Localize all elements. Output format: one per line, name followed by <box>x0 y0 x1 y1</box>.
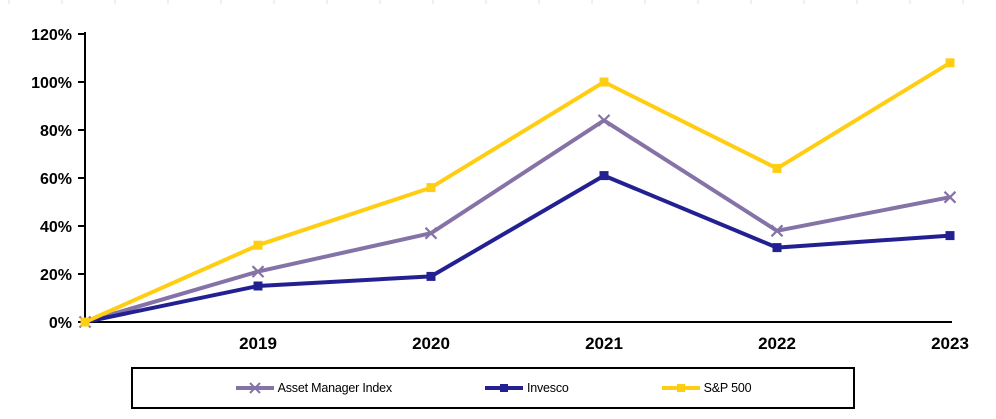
y-axis-tick-label: 0% <box>49 315 72 332</box>
series-marker-invesco <box>945 231 955 241</box>
y-axis-tick-label: 80% <box>40 123 72 140</box>
x-axis-tick-label: 2019 <box>239 334 277 353</box>
series-marker-invesco <box>253 281 263 291</box>
legend-item-sp500: S&P 500 <box>661 381 752 395</box>
series-line-invesco <box>84 173 951 324</box>
series-marker-asset-manager-index <box>251 265 265 278</box>
x-axis-tick-label: 2022 <box>758 334 796 353</box>
legend-item-invesco: Invesco <box>484 381 569 395</box>
legend-label: S&P 500 <box>703 381 752 395</box>
legend-label: Invesco <box>526 381 569 395</box>
series-marker-s-p-500 <box>945 58 955 68</box>
series-marker-asset-manager-index <box>770 224 784 238</box>
y-axis-tick-label: 60% <box>40 171 72 188</box>
legend: Asset Manager Index Invesco S&P 500 <box>131 367 855 409</box>
series-marker-s-p-500 <box>426 183 436 193</box>
invesco-legend-marker-icon <box>484 382 524 394</box>
legend-item-asset-manager-index: Asset Manager Index <box>235 381 392 395</box>
y-axis-tick-label: 100% <box>31 75 72 92</box>
sp500-legend-marker-icon <box>661 382 701 394</box>
series-marker-asset-manager-index <box>943 190 957 204</box>
y-axis-tick-label: 20% <box>40 267 72 284</box>
x-axis-tick-label: 2021 <box>585 334 623 353</box>
series-marker-invesco <box>599 171 609 181</box>
series-line-s-p-500 <box>84 61 952 324</box>
series-marker-invesco <box>426 271 436 281</box>
x-axis-tick-label: 2020 <box>412 334 450 353</box>
series-marker-s-p-500 <box>599 77 609 87</box>
series-marker-invesco <box>772 243 782 253</box>
series-marker-asset-manager-index <box>597 114 611 127</box>
series-marker-s-p-500 <box>772 163 782 173</box>
series-marker-s-p-500 <box>253 240 263 250</box>
asset-manager-index-legend-marker-icon <box>235 382 275 394</box>
y-axis-tick-label: 120% <box>31 27 72 44</box>
top-edge-artifact <box>8 0 996 4</box>
legend-label: Asset Manager Index <box>277 381 393 395</box>
series-marker-asset-manager-index <box>424 226 438 240</box>
y-axis-tick-label: 40% <box>40 219 72 236</box>
plot-area: 0% 20% 40% 60% 80% 100% 120% 2019 2020 2021 2022 20… <box>31 27 969 353</box>
series-marker-s-p-500 <box>80 317 90 327</box>
series-line-asset-manager-index <box>84 118 951 324</box>
x-axis-tick-label: 2023 <box>931 334 969 353</box>
